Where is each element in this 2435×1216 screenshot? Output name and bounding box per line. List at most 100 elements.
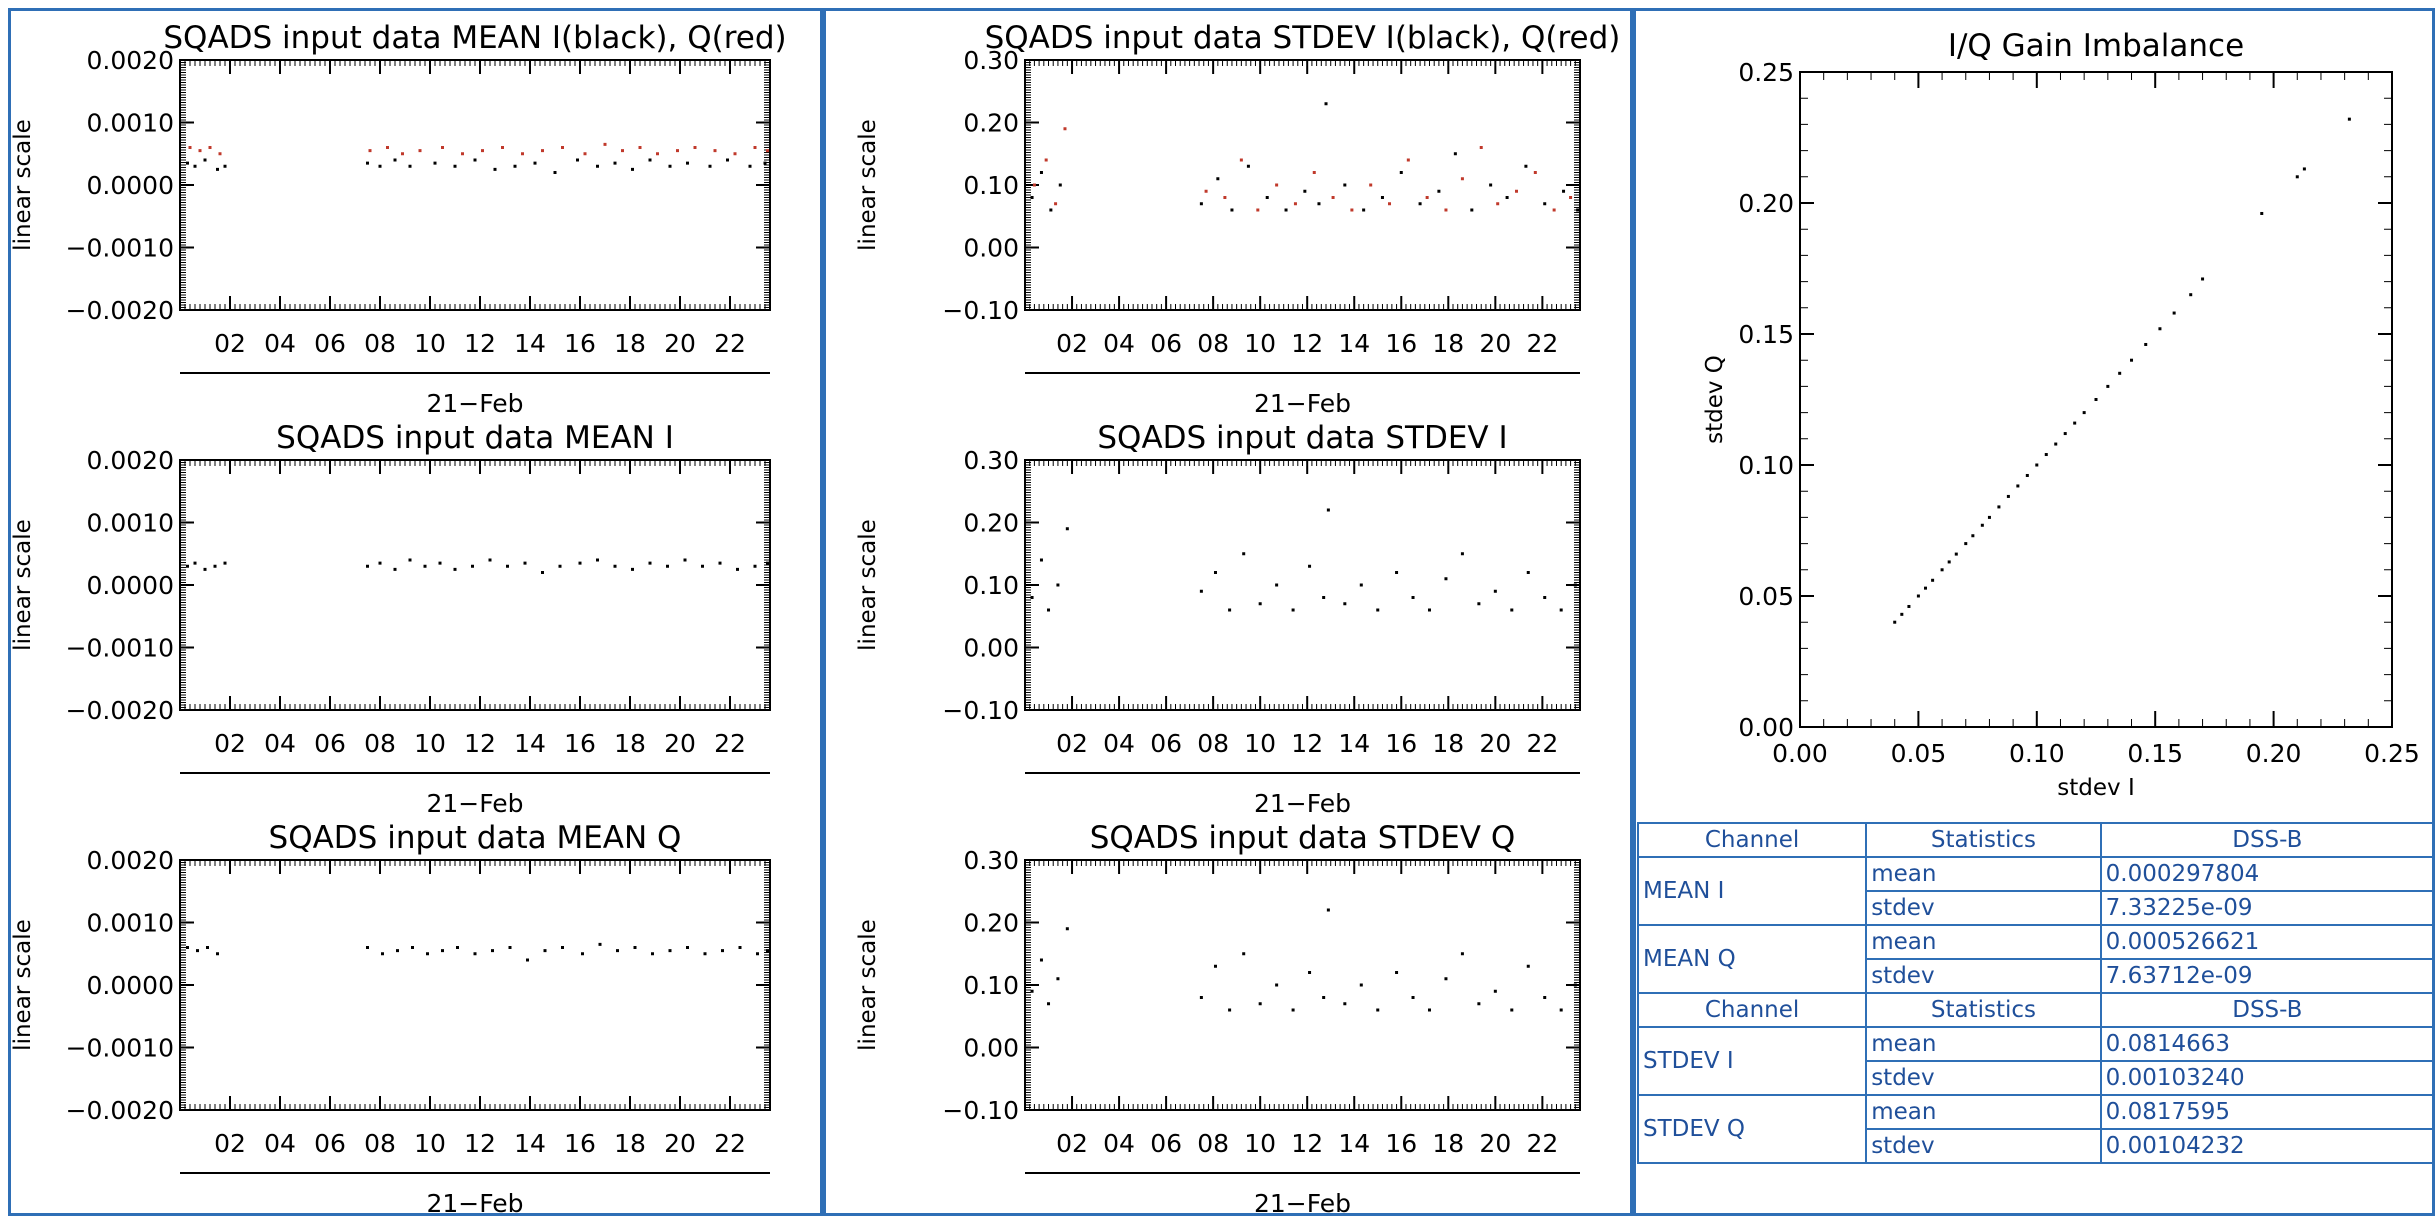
data-point-series-0 <box>1242 552 1246 556</box>
data-point-series-0 <box>1376 1008 1380 1012</box>
x-tick-label: 16 <box>564 329 596 358</box>
data-point-series-0 <box>668 949 672 953</box>
chart-title: SQADS input data MEAN I <box>276 420 674 456</box>
data-point-series-1 <box>368 149 372 153</box>
y-tick-label: 0.0000 <box>87 571 174 600</box>
minor-ticks <box>180 860 770 1110</box>
chart-title: SQADS input data STDEV Q <box>1090 820 1516 856</box>
data-point-series-0 <box>1460 552 1464 556</box>
data-point-series-0 <box>506 564 509 568</box>
chart-title: SQADS input data MEAN I(black), Q(red) <box>163 20 786 56</box>
data-point-series-0 <box>473 158 477 162</box>
x-tick-label: 10 <box>1244 1129 1276 1158</box>
value-cell: 7.33225e-09 <box>2099 890 2435 926</box>
data-point-series-0 <box>366 161 369 165</box>
x-tick-label: 12 <box>464 329 496 358</box>
data-point-series-0 <box>701 564 704 568</box>
data-point-series-0 <box>426 952 429 956</box>
x-tick-label: 0.00 <box>1772 739 1828 768</box>
x-tick-label: 18 <box>614 1129 646 1158</box>
stat-cell: mean <box>1865 856 2102 892</box>
table-row: STDEV Q mean 0.0817595 <box>1636 1094 2435 1164</box>
data-point-series-0 <box>1376 608 1380 612</box>
x-axis-label: 21−Feb <box>426 789 523 818</box>
data-point-series-0 <box>2006 494 2010 498</box>
data-point-series-0 <box>1573 583 1577 587</box>
x-tick-label: 0.25 <box>2364 739 2420 768</box>
y-tick-label: 0.15 <box>1738 320 1794 349</box>
data-point-series-1 <box>1369 183 1373 187</box>
x-tick-label: 12 <box>464 729 496 758</box>
x-tick-label: 08 <box>1197 1129 1229 1158</box>
data-point-series-0 <box>216 952 219 956</box>
data-point-series-1 <box>441 146 444 149</box>
data-point-series-1 <box>501 146 504 149</box>
data-point-series-0 <box>1411 596 1415 599</box>
channel-cell: STDEV I <box>1636 1026 1868 1096</box>
data-point-series-0 <box>1291 608 1295 612</box>
data-point-series-0 <box>686 946 689 949</box>
x-tick-label: 04 <box>264 329 296 358</box>
data-point-series-0 <box>558 564 562 568</box>
data-point-series-0 <box>396 949 399 953</box>
data-point-series-0 <box>1526 571 1530 574</box>
x-tick-label: 08 <box>1197 729 1229 758</box>
table-row: stdev 0.00103240 <box>1638 1060 2435 1096</box>
y-tick-label: 0.0020 <box>87 446 174 475</box>
data-point-series-0 <box>631 167 634 171</box>
y-axis-label: linear scale <box>10 919 36 1051</box>
data-point-series-0 <box>1216 177 1220 181</box>
minor-ticks <box>1025 860 1580 1110</box>
data-point-series-1 <box>603 142 607 146</box>
data-point-series-1 <box>1479 146 1483 149</box>
data-point-series-0 <box>1199 202 1203 206</box>
data-point-series-0 <box>683 558 687 562</box>
data-point-series-1 <box>1460 177 1464 181</box>
data-point-series-0 <box>366 564 369 568</box>
data-point-series-0 <box>408 164 412 168</box>
data-point-series-0 <box>491 949 494 953</box>
x-tick-label: 02 <box>1056 329 1088 358</box>
chart-title: SQADS input data STDEV I(black), Q(red) <box>985 20 1621 56</box>
data-point-series-0 <box>668 164 672 168</box>
y-tick-label: 0.00 <box>963 1034 1019 1063</box>
data-point-series-0 <box>2054 442 2058 446</box>
data-point-series-0 <box>1343 1002 1347 1006</box>
data-point-series-0 <box>1395 971 1399 974</box>
header-dss-b: DSS-B <box>2099 992 2435 1028</box>
data-point-series-0 <box>488 558 492 562</box>
data-point-series-0 <box>1526 964 1530 968</box>
data-point-series-0 <box>523 561 527 565</box>
data-point-series-0 <box>1258 602 1262 606</box>
chart-title: I/Q Gain Imbalance <box>1948 28 2244 64</box>
value-cell: 0.00103240 <box>2099 1060 2435 1096</box>
data-point-series-0 <box>1411 996 1415 999</box>
x-tick-label: 18 <box>1432 1129 1464 1158</box>
channel-cell: STDEV Q <box>1636 1094 1868 1164</box>
value-cell: 0.000526621 <box>2099 924 2435 960</box>
data-point-series-1 <box>1533 171 1537 174</box>
data-point-series-1 <box>1044 158 1048 162</box>
x-tick-label: 04 <box>1103 729 1135 758</box>
data-point-series-0 <box>1444 977 1448 981</box>
data-point-series-0 <box>1427 1008 1431 1012</box>
data-point-series-0 <box>748 164 752 168</box>
data-point-series-0 <box>1047 1002 1051 1006</box>
statistics-table: Channel Statistics DSS-B MEAN I mean 0.0… <box>1636 822 2435 1164</box>
x-tick-label: 04 <box>1103 1129 1135 1158</box>
data-point-series-1 <box>521 152 524 156</box>
data-point-series-0 <box>648 158 652 162</box>
data-point-series-0 <box>393 567 397 571</box>
y-tick-label: 0.0020 <box>87 846 174 875</box>
table-row: MEAN Q mean 0.000526621 <box>1636 924 2435 994</box>
y-tick-label: 0.10 <box>963 971 1019 1000</box>
data-point-series-1 <box>693 146 697 149</box>
data-point-series-0 <box>1916 594 1920 598</box>
data-point-series-0 <box>1947 560 1951 564</box>
data-point-series-0 <box>1039 958 1043 962</box>
data-point-series-0 <box>651 952 654 956</box>
x-tick-label: 06 <box>1150 1129 1182 1158</box>
minor-ticks <box>180 460 770 710</box>
data-point-series-0 <box>393 158 397 162</box>
table-row: stdev 7.33225e-09 <box>1638 890 2435 926</box>
